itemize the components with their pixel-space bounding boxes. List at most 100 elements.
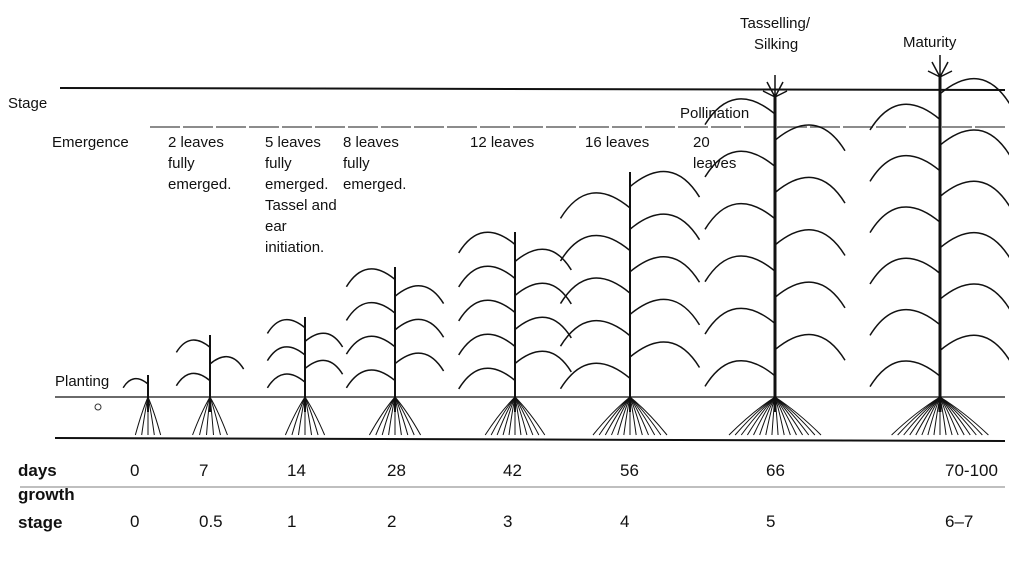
plant-leaf xyxy=(939,77,1009,105)
plant-root xyxy=(141,396,149,436)
plant-leaf xyxy=(629,256,701,283)
plant-root xyxy=(939,396,989,436)
tasselling-label: Silking xyxy=(754,36,798,53)
plant-root xyxy=(774,396,822,436)
plant-leaf xyxy=(394,352,445,372)
leaf-stage-label: fully xyxy=(265,155,292,172)
plant-leaf xyxy=(458,231,516,254)
leaf-stage-label: leaves xyxy=(693,155,736,172)
plant-leaf xyxy=(458,367,516,390)
stage-line xyxy=(59,87,1006,91)
days-value: 0 xyxy=(130,461,139,480)
plant-leaf xyxy=(175,339,211,353)
growth-stage-value: 2 xyxy=(387,512,396,531)
plant-leaf xyxy=(869,103,941,131)
plant-root xyxy=(147,396,162,436)
plant-leaf xyxy=(122,377,149,389)
plant-leaf xyxy=(266,373,306,389)
days-value: 42 xyxy=(503,461,522,480)
base-line xyxy=(54,437,1006,442)
plant-leaf xyxy=(514,350,572,373)
plant-leaf xyxy=(629,170,701,198)
leaf-stage-label: emerged. xyxy=(265,176,328,193)
growth-stage-label: growth xyxy=(18,485,75,504)
tassel xyxy=(762,75,788,98)
plant-leaf xyxy=(869,206,941,234)
plant-leaf xyxy=(774,333,846,361)
plant-leaf xyxy=(514,316,572,339)
planting-label: Planting xyxy=(55,373,109,390)
plant-leaf xyxy=(514,282,572,305)
days-value: 70-100 xyxy=(945,461,998,480)
plant-leaf xyxy=(458,299,516,322)
days-value: 28 xyxy=(387,461,406,480)
plant-leaf xyxy=(304,332,344,348)
days-label: days xyxy=(18,461,57,480)
plant-leaf xyxy=(774,229,846,256)
plant-leaf xyxy=(869,257,941,285)
plant-leaf xyxy=(704,255,776,283)
plant-root xyxy=(765,396,776,436)
plant-leaf xyxy=(629,341,701,368)
plant-leaf xyxy=(175,372,211,387)
plant-root xyxy=(394,396,422,436)
plant-leaf xyxy=(209,356,245,370)
plant-leaf xyxy=(774,176,846,204)
plant-root xyxy=(209,396,228,436)
plant-leaf xyxy=(394,284,445,304)
plant-root xyxy=(611,396,631,436)
leaf-stage-label: fully xyxy=(343,155,370,172)
leaf-stage-label: fully xyxy=(168,155,195,172)
plant-leaf xyxy=(939,283,1009,310)
plant-leaf xyxy=(458,265,516,288)
plant-root xyxy=(388,396,396,436)
growth-stage-value: 5 xyxy=(766,512,775,531)
plant-leaf xyxy=(345,335,396,355)
plant-leaf xyxy=(869,360,941,388)
growth-stage-value: 0.5 xyxy=(199,512,223,531)
plant-root xyxy=(134,396,149,436)
growth-stage-label: stage xyxy=(18,513,62,532)
plant-root xyxy=(291,396,306,436)
growth-stage-value: 0 xyxy=(130,512,139,531)
plant-leaf xyxy=(704,360,776,387)
plant-leaf xyxy=(559,192,631,219)
plant-leaf xyxy=(345,369,396,389)
plant-leaf xyxy=(774,281,846,309)
plant-root xyxy=(514,396,546,436)
leaf-stage-label: 16 leaves xyxy=(585,134,649,151)
growth-stage-value: 3 xyxy=(503,512,512,531)
plant-root xyxy=(381,396,396,436)
plants xyxy=(122,55,1009,436)
tassel xyxy=(927,55,953,78)
plant-leaf xyxy=(629,213,701,241)
growth-stage-value: 1 xyxy=(287,512,296,531)
tasselling-label: Tasselling/ xyxy=(740,15,811,32)
plant-leaf xyxy=(304,359,344,375)
growth-stage-value: 6–7 xyxy=(945,512,973,531)
plant-root xyxy=(304,396,313,436)
leaf-stage-label: 5 leaves xyxy=(265,134,321,151)
plant-leaf xyxy=(939,129,1009,156)
leaf-stage-label: initiation. xyxy=(265,239,324,256)
seed xyxy=(94,403,102,411)
plant-leaf xyxy=(869,308,941,336)
growth-stage-value: 4 xyxy=(620,512,629,531)
days-value: 66 xyxy=(766,461,785,480)
leaf-stage-label: emerged. xyxy=(343,176,406,193)
plant-root xyxy=(629,396,649,436)
plant-leaf xyxy=(266,319,306,334)
plant-leaf xyxy=(869,154,941,182)
leaf-stage-label: 2 leaves xyxy=(168,134,224,151)
plant-leaf xyxy=(559,319,631,347)
plant-root xyxy=(206,396,211,436)
stage-label: Stage xyxy=(8,95,47,112)
days-value: 7 xyxy=(199,461,208,480)
days-value: 56 xyxy=(620,461,639,480)
plant-root xyxy=(771,396,776,436)
plant-leaf xyxy=(939,180,1009,207)
plant-root xyxy=(297,396,306,436)
plant-leaf xyxy=(704,307,776,335)
plant-root xyxy=(629,396,668,436)
